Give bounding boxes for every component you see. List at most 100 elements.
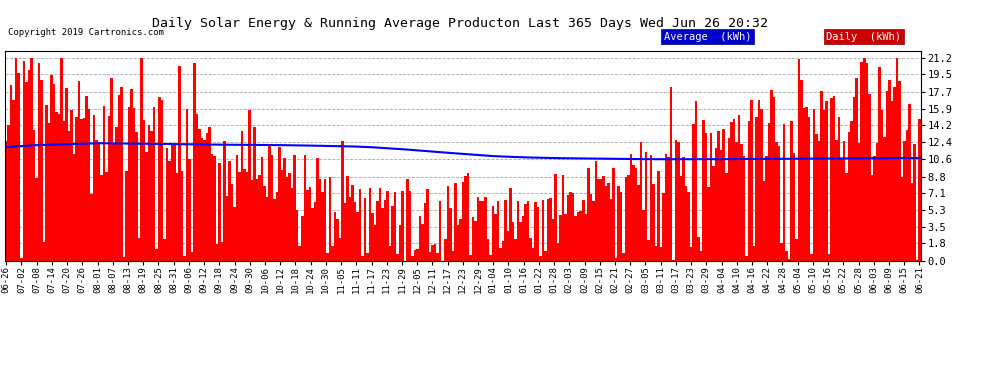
Bar <box>793 153 795 261</box>
Bar <box>747 122 750 261</box>
Bar <box>356 212 358 261</box>
Bar <box>697 237 700 261</box>
Bar <box>324 178 326 261</box>
Bar <box>401 191 404 261</box>
Bar <box>595 161 597 261</box>
Bar <box>30 58 33 261</box>
Bar <box>314 202 316 261</box>
Bar <box>231 183 234 261</box>
Bar <box>627 175 630 261</box>
Bar <box>798 59 800 261</box>
Bar <box>803 108 805 261</box>
Bar <box>584 214 587 261</box>
Bar <box>695 101 697 261</box>
Bar <box>640 142 643 261</box>
Bar <box>211 154 213 261</box>
Bar <box>221 243 223 261</box>
Bar <box>160 100 163 261</box>
Bar <box>100 174 103 261</box>
Bar <box>891 101 893 261</box>
Bar <box>469 255 471 261</box>
Bar <box>494 214 497 261</box>
Bar <box>865 63 868 261</box>
Bar <box>301 216 304 261</box>
Bar <box>720 150 723 261</box>
Bar <box>522 216 525 261</box>
Bar <box>376 201 379 261</box>
Bar <box>546 198 549 261</box>
Bar <box>870 175 873 261</box>
Bar <box>46 105 48 261</box>
Bar <box>633 165 635 261</box>
Bar <box>353 201 356 261</box>
Bar <box>670 87 672 261</box>
Bar <box>562 175 564 261</box>
Bar <box>750 100 752 261</box>
Bar <box>911 183 913 261</box>
Bar <box>62 121 65 261</box>
Bar <box>85 96 88 261</box>
Bar <box>492 206 494 261</box>
Bar <box>567 195 569 261</box>
Bar <box>326 253 329 261</box>
Bar <box>203 140 206 261</box>
Bar <box>391 206 394 261</box>
Bar <box>40 80 43 261</box>
Bar <box>316 158 319 261</box>
Bar <box>299 246 301 261</box>
Bar <box>755 117 757 261</box>
Bar <box>532 248 535 261</box>
Bar <box>589 194 592 261</box>
Bar <box>464 176 466 261</box>
Bar <box>358 189 361 261</box>
Bar <box>409 190 412 261</box>
Bar <box>821 91 823 261</box>
Bar <box>70 110 72 261</box>
Bar <box>738 115 741 261</box>
Bar <box>654 246 657 261</box>
Bar <box>288 172 291 261</box>
Bar <box>429 252 432 261</box>
Bar <box>88 109 90 261</box>
Bar <box>386 191 389 261</box>
Bar <box>700 251 703 261</box>
Bar <box>133 108 136 261</box>
Bar <box>198 129 201 261</box>
Bar <box>381 208 384 261</box>
Text: Daily  (kWh): Daily (kWh) <box>827 32 901 42</box>
Bar <box>55 112 57 261</box>
Bar <box>271 155 273 261</box>
Bar <box>334 212 337 261</box>
Bar <box>141 58 143 261</box>
Bar <box>371 213 374 261</box>
Bar <box>424 203 427 261</box>
Bar <box>615 258 617 261</box>
Bar <box>412 256 414 261</box>
Bar <box>255 179 258 261</box>
Bar <box>896 58 898 261</box>
Bar <box>527 201 530 261</box>
Bar <box>28 70 30 261</box>
Bar <box>514 239 517 261</box>
Bar <box>643 210 644 261</box>
Bar <box>384 201 386 261</box>
Bar <box>713 166 715 261</box>
Bar <box>880 110 883 261</box>
Bar <box>417 249 419 261</box>
Bar <box>790 121 793 261</box>
Bar <box>742 156 745 261</box>
Bar <box>863 58 865 261</box>
Bar <box>918 119 921 261</box>
Bar <box>90 194 93 261</box>
Bar <box>185 109 188 261</box>
Bar <box>35 178 38 261</box>
Bar <box>170 144 173 261</box>
Bar <box>263 186 266 261</box>
Bar <box>848 132 850 261</box>
Bar <box>105 172 108 261</box>
Bar <box>118 95 121 261</box>
Bar <box>788 259 790 261</box>
Bar <box>72 154 75 261</box>
Bar <box>427 189 429 261</box>
Bar <box>158 97 160 261</box>
